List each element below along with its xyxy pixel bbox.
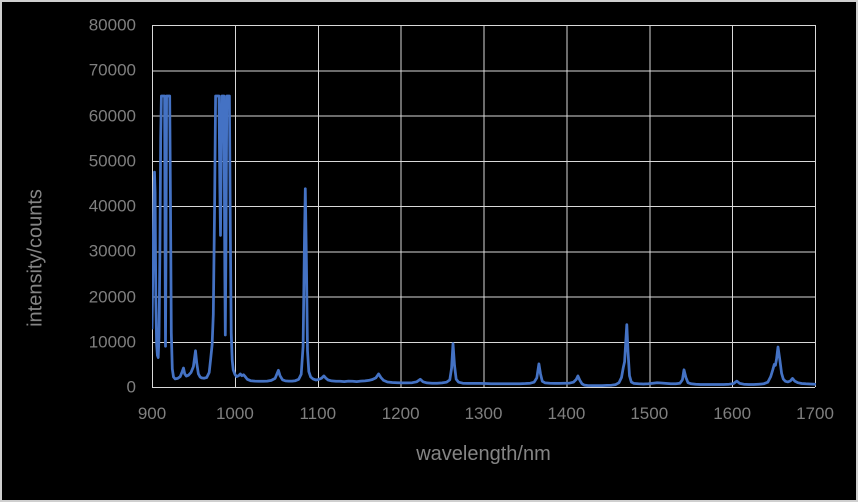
x-tick-label: 1600 <box>713 404 752 423</box>
x-tick-label: 1200 <box>381 404 420 423</box>
x-tick-label: 1300 <box>464 404 503 423</box>
x-tick-label: 1400 <box>547 404 586 423</box>
x-tick-label: 1500 <box>630 404 669 423</box>
y-axis-title: intensity/counts <box>24 189 47 327</box>
y-tick-label: 70000 <box>88 60 136 80</box>
y-tick-label: 0 <box>126 377 136 397</box>
spectrum-plot-area <box>152 25 816 388</box>
x-tick-label: 1100 <box>299 404 337 423</box>
x-tick-label: 900 <box>137 404 167 423</box>
y-tick-label: 10000 <box>88 332 136 352</box>
y-tick-label: 20000 <box>88 287 136 306</box>
x-axis-title: wavelength/nm <box>416 443 551 465</box>
x-tick-label: 1000 <box>215 404 254 423</box>
gridlines <box>152 25 816 388</box>
y-tick-label: 50000 <box>88 151 136 171</box>
y-tick-label: 60000 <box>88 106 136 125</box>
series-line-spectrum <box>152 94 816 387</box>
x-tick-label: 1700 <box>796 404 834 423</box>
y-tick-label: 40000 <box>88 196 136 216</box>
y-tick-label: 30000 <box>88 241 136 261</box>
y-tick-label: 80000 <box>88 15 136 35</box>
spectrum-series <box>152 94 816 387</box>
